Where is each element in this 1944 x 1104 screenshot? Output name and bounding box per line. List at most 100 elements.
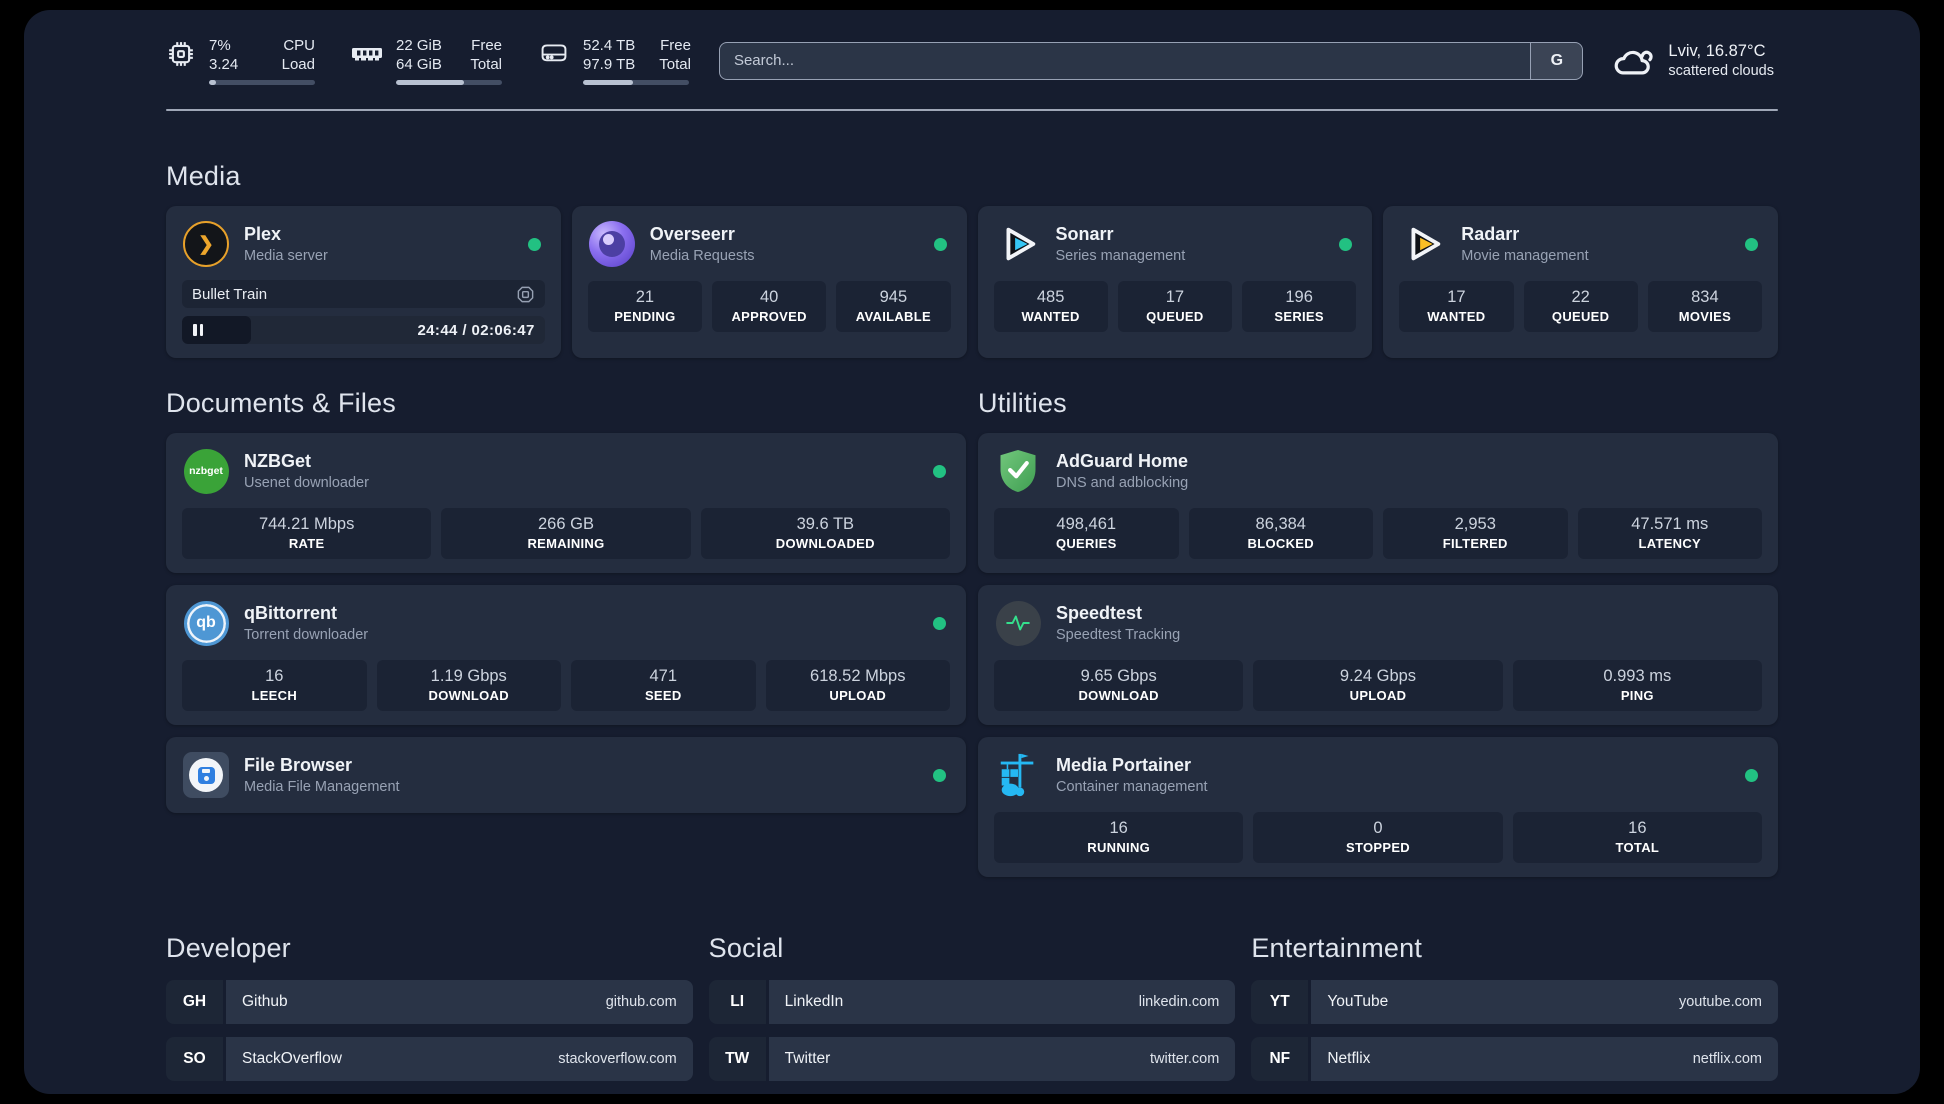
stat-blocked: 86,384 BLOCKED [1188, 508, 1373, 559]
link-linkedin[interactable]: LI LinkedIn linkedin.com [708, 980, 1236, 1024]
status-dot [933, 464, 946, 478]
cpu-usage-value: 7% [209, 37, 231, 54]
search-input[interactable] [719, 42, 1531, 79]
stat-upload: 9.24 Gbps UPLOAD [1253, 660, 1503, 711]
cpu-usage-label: CPU [283, 37, 315, 54]
disk-total-label: Total [659, 56, 691, 73]
plex-icon: ❯ [182, 220, 230, 268]
nzbget-icon: nzbget [182, 447, 230, 495]
stat-latency: 47.571 ms LATENCY [1577, 508, 1762, 559]
search-engine-button[interactable]: G [1530, 42, 1583, 79]
app-desc: Speedtest Tracking [1056, 627, 1181, 643]
card-sonarr[interactable]: Sonarr Series management 485 WANTED 17 QUE… [977, 206, 1373, 358]
stat-available: 945 AVAILABLE [836, 281, 951, 332]
card-filebrowser[interactable]: File Browser Media File Management [166, 737, 966, 813]
app-name: File Browser [244, 755, 353, 775]
link-github[interactable]: GH Github github.com [166, 980, 693, 1024]
status-dot [933, 237, 947, 251]
link-name: Twitter [784, 1050, 831, 1067]
link-stackoverflow[interactable]: SO StackOverflow stackoverflow.com [166, 1037, 693, 1081]
system-stats: 7% CPU 3.24 Load [166, 36, 691, 85]
disk-widget: 52.4 TB Free 97.9 TB Total [538, 36, 691, 85]
sonarr-icon [994, 220, 1042, 268]
ram-widget: 22 GiB Free 64 GiB Total [351, 36, 502, 85]
stat-queries: 498,461 QUERIES [994, 508, 1179, 559]
pause-button[interactable] [182, 316, 251, 344]
stat-queued: 17 QUEUED [1117, 281, 1232, 332]
topbar: 7% CPU 3.24 Load [166, 10, 1778, 85]
link-name: YouTube [1327, 993, 1389, 1010]
app-name: AdGuard Home [1056, 451, 1189, 471]
cpu-load-value: 3.24 [209, 56, 239, 73]
stat-running: 16 RUNNING [994, 812, 1244, 863]
disk-progress-bar [583, 80, 689, 85]
card-overseerr[interactable]: Overseerr Media Requests 21 PENDING 40 APP… [571, 206, 967, 358]
disk-icon [541, 44, 567, 62]
stat-filtered: 2,953 FILTERED [1383, 508, 1568, 559]
stat-approved: 40 APPROVED [712, 281, 827, 332]
card-portainer[interactable]: Media Portainer Container management 16 R… [978, 737, 1778, 877]
card-speedtest[interactable]: Speedtest Speedtest Tracking 9.65 Gbps DO… [978, 585, 1778, 725]
app-name: Speedtest [1056, 603, 1143, 623]
disk-free-label: Free [660, 37, 691, 54]
link-name: Github [242, 993, 288, 1010]
stat-wanted: 485 WANTED [993, 281, 1108, 332]
section-title-media: Media [166, 161, 241, 191]
stat-series: 196 SERIES [1242, 281, 1357, 332]
link-abbr: NF [1251, 1037, 1309, 1081]
overseerr-icon [588, 220, 636, 268]
card-nzbget[interactable]: nzbget NZBGet Usenet downloader 744.21 M… [166, 433, 966, 573]
app-name: NZBGet [244, 451, 311, 471]
link-name: LinkedIn [784, 993, 844, 1010]
section-title-social: Social [708, 933, 784, 963]
now-playing-row: Bullet Train [182, 280, 545, 308]
dashboard: 7% CPU 3.24 Load [24, 10, 1920, 1094]
app-desc: Series management [1055, 248, 1186, 264]
cloud-icon [1615, 50, 1654, 74]
link-abbr: LI [708, 980, 766, 1024]
cpu-icon [169, 42, 193, 66]
link-abbr: TW [708, 1037, 766, 1081]
stat-upload: 618.52 Mbps UPLOAD [765, 660, 950, 711]
section-title-utilities: Utilities [978, 388, 1067, 418]
stat-seed: 471 SEED [571, 660, 756, 711]
topbar-divider [166, 109, 1778, 111]
now-playing-title: Bullet Train [192, 285, 268, 303]
speedtest-icon [994, 599, 1042, 647]
stat-rate: 744.21 Mbps RATE [182, 508, 432, 559]
stat-queued: 22 QUEUED [1523, 281, 1638, 332]
playback-progress: 24:44 / 02:06:47 [182, 316, 545, 344]
link-youtube[interactable]: YT YouTube youtube.com [1251, 980, 1778, 1024]
app-name: Overseerr [649, 224, 735, 244]
stat-download: 1.19 Gbps DOWNLOAD [376, 660, 561, 711]
qbittorrent-icon: qb [182, 599, 230, 647]
app-name: qBittorrent [244, 603, 337, 623]
ram-free-value: 22 GiB [396, 37, 442, 54]
app-desc: Movie management [1461, 248, 1589, 264]
card-plex[interactable]: ❯ Plex Media server Bullet Train [166, 206, 561, 358]
stat-wanted: 17 WANTED [1399, 281, 1514, 332]
ram-total-label: Total [470, 56, 502, 73]
search-bar: G [718, 41, 1584, 80]
weather-widget: Lviv, 16.87°C scattered clouds [1611, 41, 1778, 81]
stat-downloaded: 39.6 TB DOWNLOADED [700, 508, 950, 559]
cpu-widget: 7% CPU 3.24 Load [166, 36, 315, 85]
link-netflix[interactable]: NF Netflix netflix.com [1251, 1037, 1778, 1081]
session-icon[interactable] [516, 285, 535, 304]
disk-total-value: 97.9 TB [583, 56, 636, 73]
card-adguard[interactable]: AdGuard Home DNS and adblocking 498,461 Q… [978, 433, 1778, 573]
app-desc: Torrent downloader [244, 627, 369, 643]
portainer-icon [994, 751, 1042, 799]
app-desc: Media Requests [649, 248, 755, 264]
card-qbittorrent[interactable]: qb qBittorrent Torrent downloader 16 LEEC… [166, 585, 966, 725]
link-url: stackoverflow.com [558, 1051, 677, 1067]
app-desc: Container management [1056, 779, 1208, 795]
radarr-icon [1399, 220, 1447, 268]
card-radarr[interactable]: Radarr Movie management 17 WANTED 22 QUEUE… [1383, 206, 1778, 358]
link-twitter[interactable]: TW Twitter twitter.com [708, 1037, 1236, 1081]
stat-stopped: 0 STOPPED [1253, 812, 1503, 863]
section-title-developer: Developer [166, 933, 291, 963]
ram-progress-bar [396, 80, 502, 85]
disk-free-value: 52.4 TB [583, 37, 636, 54]
status-dot [1745, 237, 1758, 251]
